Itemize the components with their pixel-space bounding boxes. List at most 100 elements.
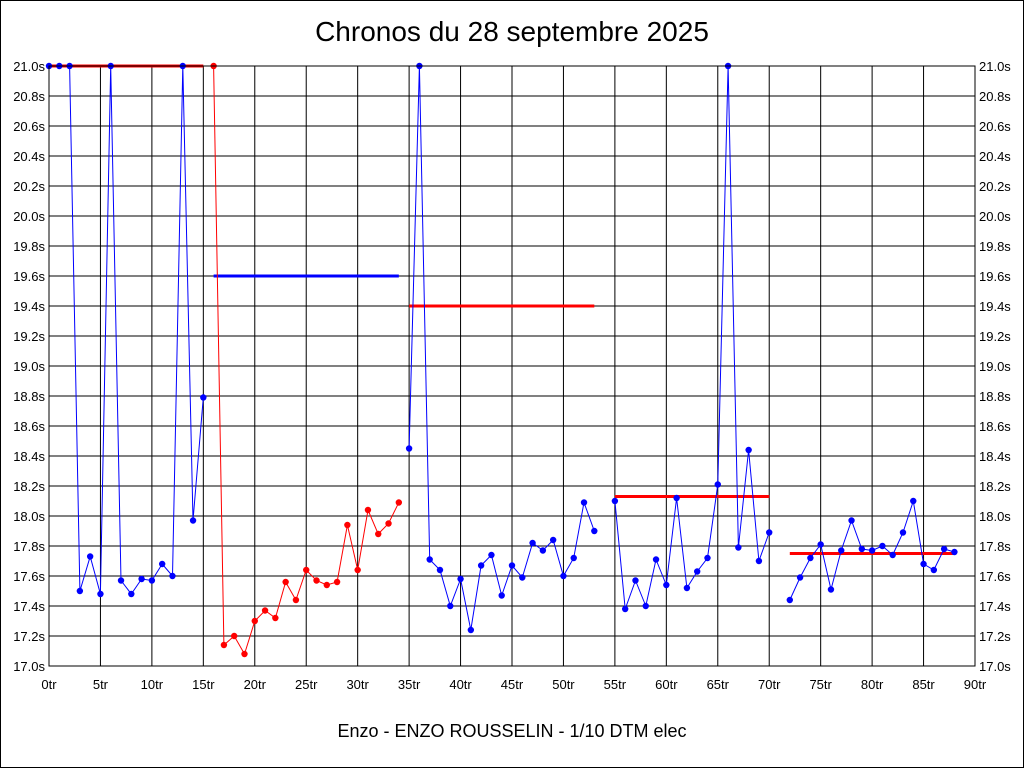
- data-point: [951, 548, 958, 556]
- data-point: [621, 605, 629, 613]
- y-tick-label-left: 18.0s: [13, 509, 45, 524]
- data-point: [910, 497, 917, 505]
- data-point: [251, 617, 258, 625]
- data-point: [714, 481, 721, 488]
- data-point: [611, 497, 619, 505]
- data-point: [447, 602, 454, 610]
- data-point: [385, 520, 392, 527]
- series-segment: [45, 62, 207, 598]
- y-tick-label-right: 19.0s: [979, 359, 1011, 374]
- data-point: [580, 499, 588, 506]
- data-point: [868, 547, 876, 554]
- y-tick-label-right: 18.4s: [979, 449, 1011, 464]
- y-tick-label-right: 20.2s: [979, 179, 1011, 194]
- data-point: [189, 517, 197, 524]
- data-point: [323, 581, 330, 589]
- plot-border: [48, 65, 976, 667]
- data-point: [930, 566, 938, 574]
- data-point: [560, 572, 567, 580]
- x-tick-label: 80tr: [861, 677, 884, 692]
- x-tick-label: 45tr: [501, 677, 524, 692]
- x-axis: 0tr 5tr 10tr 15tr 20tr 25tr 30tr 35tr 40tr 45tr 50…: [41, 677, 986, 692]
- data-point: [673, 494, 680, 502]
- data-point: [498, 592, 505, 599]
- series-line: [408, 65, 595, 631]
- y-tick-label-left: 19.2s: [13, 329, 45, 344]
- series-segment: [405, 62, 598, 634]
- data-point: [97, 590, 104, 598]
- data-point: [766, 529, 773, 536]
- y-tick-label-left: 17.6s: [13, 569, 45, 584]
- y-tick-label-left: 20.6s: [13, 119, 45, 134]
- y-tick-label-left: 19.8s: [13, 239, 45, 254]
- y-tick-label-right: 18.2s: [979, 479, 1011, 494]
- data-point: [683, 584, 691, 592]
- x-tick-label: 50tr: [552, 677, 575, 692]
- y-tick-label-right: 17.0s: [979, 659, 1011, 674]
- data-point: [241, 650, 248, 658]
- data-point: [231, 632, 238, 640]
- data-point: [169, 572, 176, 580]
- y-tick-label-right: 21.0s: [979, 59, 1011, 74]
- series-line: [49, 65, 204, 595]
- data-point: [735, 544, 742, 551]
- y-tick-label-right: 17.2s: [979, 629, 1011, 644]
- data-point: [467, 626, 475, 634]
- data-point: [128, 590, 135, 598]
- y-tick-label-right: 18.0s: [979, 509, 1011, 524]
- y-tick-label-right: 20.6s: [979, 119, 1011, 134]
- data-point: [694, 568, 701, 575]
- data-point: [436, 566, 444, 574]
- data-point: [796, 574, 804, 581]
- chart-title: Chronos du 28 septembre 2025: [315, 16, 709, 47]
- data-point: [591, 527, 598, 535]
- data-point: [344, 521, 351, 529]
- data-point: [879, 542, 886, 550]
- y-tick-label-left: 17.0s: [13, 659, 45, 674]
- y-tick-label-right: 17.6s: [979, 569, 1011, 584]
- y-tick-label-left: 19.4s: [13, 299, 45, 314]
- data-point: [313, 577, 320, 584]
- data-point: [261, 607, 269, 614]
- data-point: [477, 562, 485, 569]
- data-point: [838, 547, 845, 554]
- x-tick-label: 15tr: [192, 677, 215, 692]
- x-tick-label: 0tr: [41, 677, 57, 692]
- x-tick-label: 70tr: [758, 677, 781, 692]
- y-tick-label-right: 19.6s: [979, 269, 1011, 284]
- data-point: [786, 596, 793, 604]
- y-tick-label-left: 18.2s: [13, 479, 45, 494]
- y-tick-label-left: 18.6s: [13, 419, 45, 434]
- data-point: [457, 575, 464, 583]
- y-axis-left: 17.0s 17.2s 17.4s 17.6s 17.8s 18.0s 18.2s 18.4s…: [13, 59, 45, 674]
- y-tick-label-left: 17.8s: [13, 539, 45, 554]
- y-tick-label-left: 17.4s: [13, 599, 45, 614]
- y-axis-right: 17.0s 17.2s 17.4s 17.6s 17.8s 18.0s 18.2s 18.4s…: [979, 59, 1011, 674]
- series-segment: [611, 62, 773, 613]
- y-tick-label-right: 17.8s: [979, 539, 1011, 554]
- data-point: [86, 553, 94, 560]
- data-point: [889, 551, 896, 559]
- data-point: [704, 554, 711, 562]
- data-point: [282, 578, 289, 586]
- grid: [48, 65, 976, 667]
- data-point: [354, 566, 361, 574]
- data-point: [807, 554, 814, 562]
- data-point: [745, 446, 752, 454]
- y-tick-label-right: 17.4s: [979, 599, 1011, 614]
- data-point: [549, 536, 557, 544]
- y-tick-label-left: 20.4s: [13, 149, 45, 164]
- x-tick-label: 5tr: [93, 677, 109, 692]
- chart-footer: Enzo - ENZO ROUSSELIN - 1/10 DTM elec: [337, 721, 687, 741]
- y-tick-label-left: 20.0s: [13, 209, 45, 224]
- x-tick-label: 10tr: [141, 677, 164, 692]
- x-tick-label: 60tr: [655, 677, 678, 692]
- y-tick-label-right: 20.4s: [979, 149, 1011, 164]
- data-point: [827, 586, 835, 593]
- x-tick-label: 25tr: [295, 677, 318, 692]
- data-point: [395, 499, 403, 506]
- x-tick-label: 90tr: [964, 677, 987, 692]
- x-tick-label: 30tr: [346, 677, 369, 692]
- data-point: [426, 556, 433, 563]
